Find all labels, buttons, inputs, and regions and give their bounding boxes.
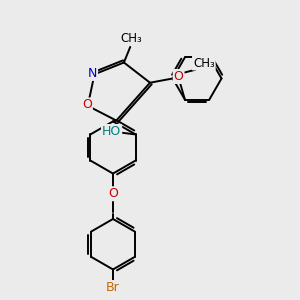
Text: N: N <box>88 67 97 80</box>
Text: CH₃: CH₃ <box>120 32 142 45</box>
Text: O: O <box>174 70 184 83</box>
Text: Br: Br <box>106 281 120 294</box>
Text: CH₃: CH₃ <box>193 56 215 70</box>
Text: HO: HO <box>102 125 121 138</box>
Text: O: O <box>82 98 92 112</box>
Text: O: O <box>108 187 118 200</box>
